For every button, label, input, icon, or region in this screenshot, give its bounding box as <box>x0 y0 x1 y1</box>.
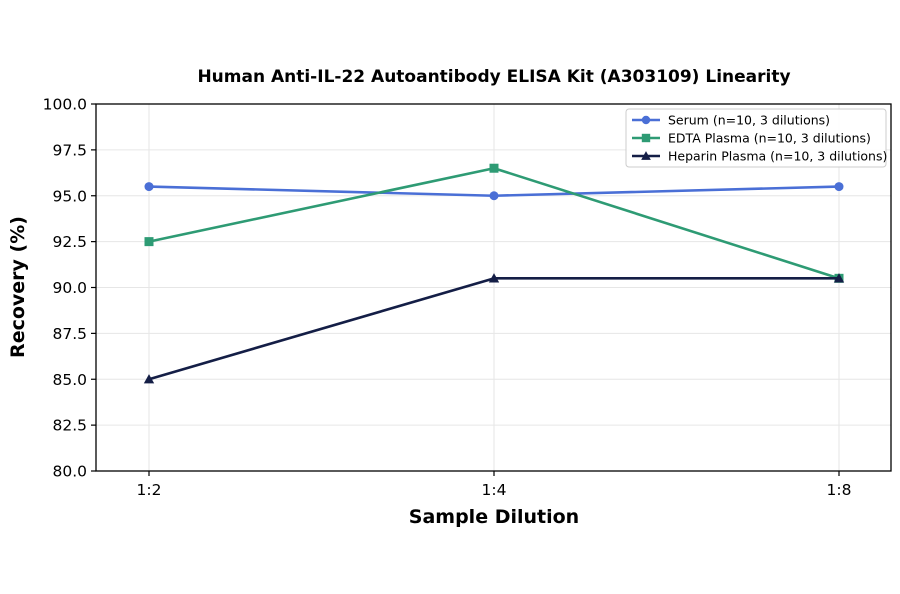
legend-box <box>625 108 887 168</box>
legend-label: Serum (n=10, 3 dilutions) <box>668 113 830 128</box>
y-tick-label: 90.0 <box>52 279 87 297</box>
y-tick-label: 82.5 <box>52 417 87 435</box>
series-3 <box>143 273 845 384</box>
x-axis: 1:2 1:4 1:8 <box>137 471 852 499</box>
data-point <box>834 182 844 192</box>
y-tick-label: 97.5 <box>52 141 87 159</box>
y-tick-label: 80.0 <box>52 463 87 481</box>
x-tick-label: 1:4 <box>482 481 507 499</box>
y-axis: 80.0 82.5 85.0 87.5 90.0 92.5 95.0 97.5 100.0 <box>43 96 96 481</box>
y-tick-label: 85.0 <box>52 371 87 389</box>
data-point <box>489 191 499 201</box>
series-1 <box>144 182 844 201</box>
chart-title: Human Anti-IL-22 Autoantibody ELISA Kit … <box>197 67 790 87</box>
legend-entry: Serum (n=10, 3 dilutions) <box>632 113 830 128</box>
x-axis-label: Sample Dilution <box>409 506 579 528</box>
y-axis-label: Recovery (%) <box>7 216 29 358</box>
legend-label: EDTA Plasma (n=10, 3 dilutions) <box>668 131 871 146</box>
data-point <box>144 237 154 247</box>
legend-marker <box>641 115 651 125</box>
data-point <box>144 182 154 192</box>
legend: Serum (n=10, 3 dilutions) EDTA Plasma (n=… <box>625 108 887 168</box>
legend-marker <box>641 133 651 143</box>
data-point <box>833 273 845 283</box>
y-tick-label: 92.5 <box>52 233 87 251</box>
series-layer <box>143 163 845 384</box>
legend-marker <box>641 151 651 160</box>
legend-label: Heparin Plasma (n=10, 3 dilutions) <box>668 149 887 164</box>
x-tick-label: 1:2 <box>137 481 162 499</box>
data-point <box>489 163 499 173</box>
legend-entry: Heparin Plasma (n=10, 3 dilutions) <box>632 149 887 164</box>
data-point <box>488 273 500 283</box>
y-tick-label: 100.0 <box>43 96 87 114</box>
data-point <box>143 374 155 384</box>
legend-entry: EDTA Plasma (n=10, 3 dilutions) <box>632 131 871 146</box>
x-tick-label: 1:8 <box>827 481 852 499</box>
y-tick-label: 87.5 <box>52 325 87 343</box>
y-tick-label: 95.0 <box>52 187 87 205</box>
